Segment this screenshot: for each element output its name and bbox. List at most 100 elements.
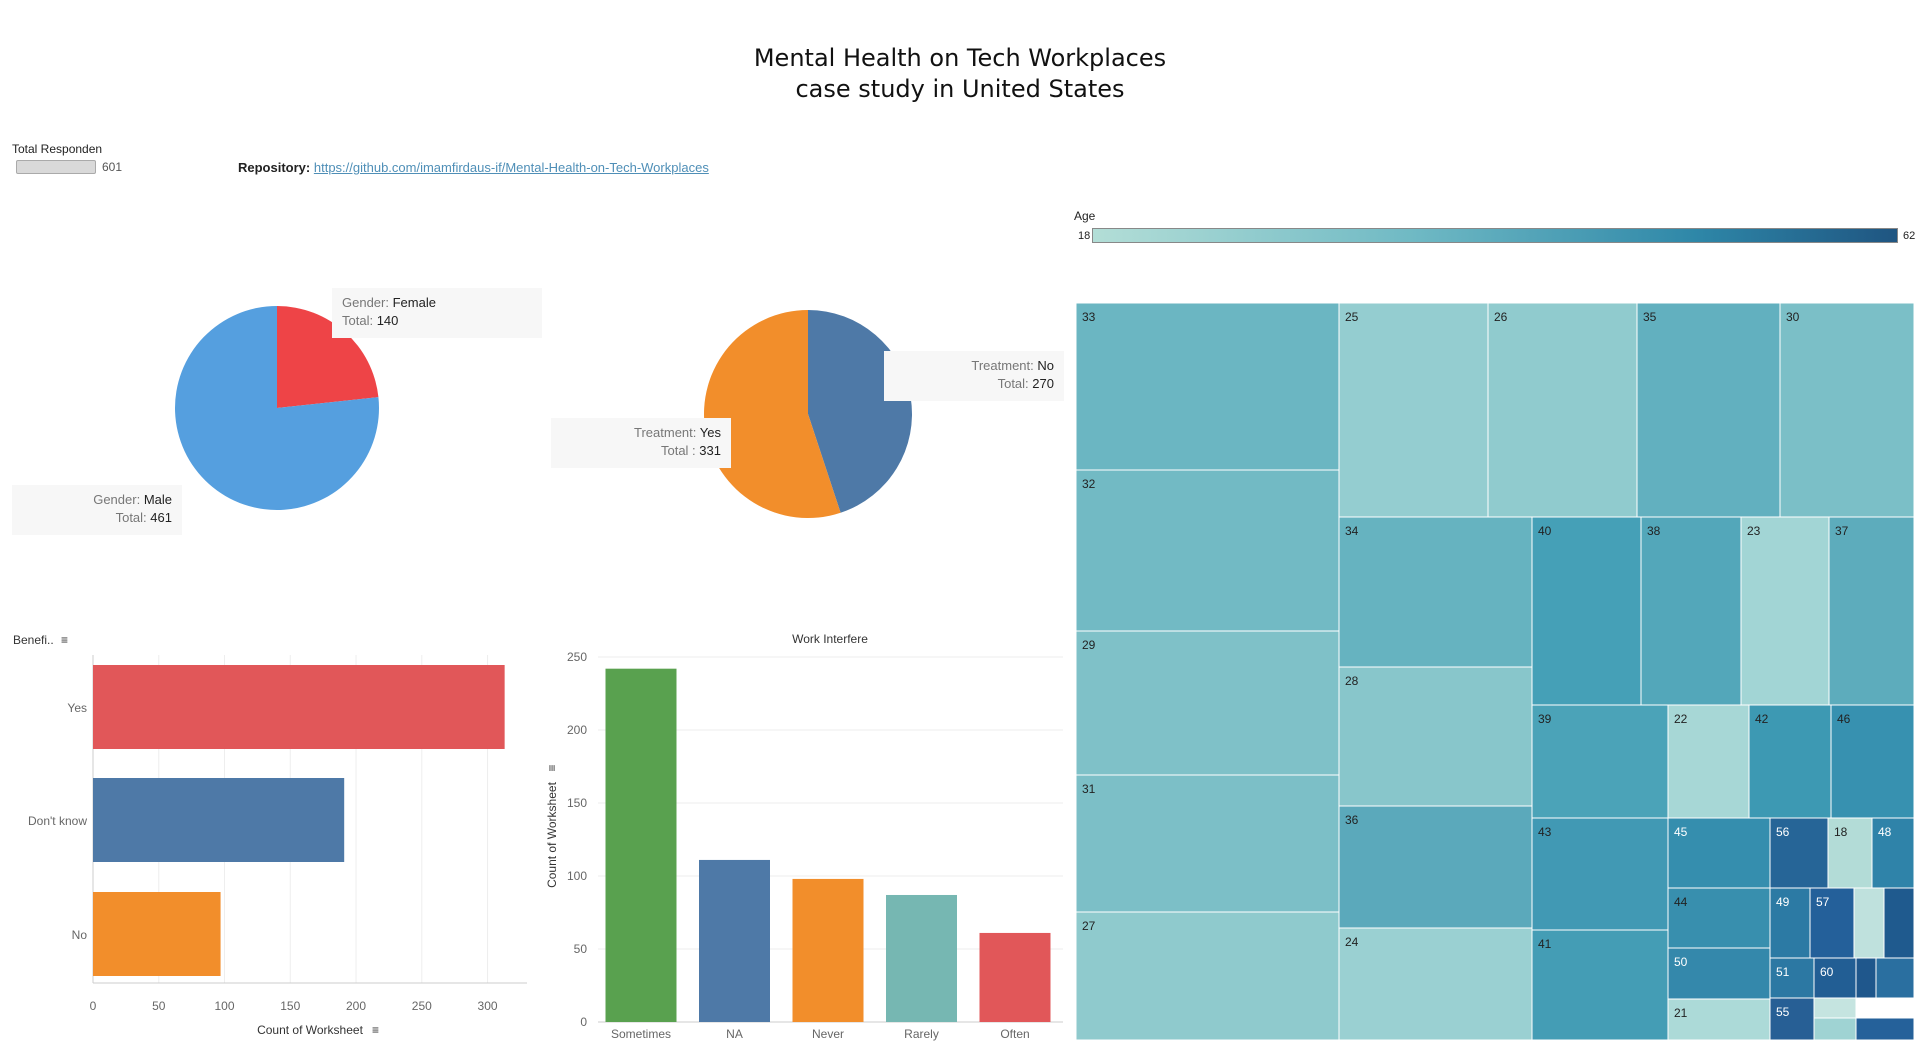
treemap-cell-label: 34	[1345, 524, 1359, 538]
x-tick-label: 100	[214, 999, 234, 1013]
age-legend-max: 62	[1903, 230, 1916, 242]
bar-no	[93, 892, 221, 976]
bar-na	[699, 859, 770, 1022]
sort-icon: ≡	[61, 633, 68, 647]
treemap-cell	[1338, 666, 1533, 807]
x-category-label: Sometimes	[611, 1027, 671, 1041]
treemap-cell-label: 35	[1643, 310, 1657, 324]
treemap-cell-label: 30	[1786, 310, 1800, 324]
treemap-cell-label: 37	[1835, 524, 1849, 538]
treemap-cell-label: 41	[1538, 937, 1552, 951]
treemap-cell-label: 32	[1082, 477, 1096, 491]
treemap-cell	[1769, 817, 1829, 889]
bar-don-t-know	[93, 778, 345, 862]
treemap-cell-label: 44	[1674, 895, 1688, 909]
y-category-label: Yes	[67, 701, 87, 715]
treemap-cell-label: 33	[1082, 310, 1096, 324]
x-tick-label: 0	[90, 999, 97, 1013]
treemap-cell	[1531, 704, 1669, 819]
treemap-cell	[1769, 997, 1815, 1041]
sort-icon: ≡	[545, 764, 559, 771]
treemap-cell	[1667, 998, 1771, 1041]
treemap-cell	[1871, 817, 1915, 889]
y-tick-label: 250	[567, 650, 587, 664]
x-tick-label: 150	[280, 999, 300, 1013]
treemap-cell	[1667, 704, 1750, 819]
sort-icon: ≡	[372, 1023, 379, 1037]
treatment-pie[interactable]	[703, 310, 912, 518]
y-tick-label: 0	[580, 1015, 587, 1029]
treemap-cell	[1813, 957, 1857, 999]
age-legend-min: 18	[1078, 230, 1091, 242]
treemap-cell	[1531, 516, 1642, 706]
treemap-cell	[1636, 302, 1781, 518]
treemap-cell	[1769, 887, 1811, 959]
treemap-cell-label: 43	[1538, 825, 1552, 839]
x-axis-title: Count of Worksheet	[257, 1023, 363, 1037]
treemap-cell-label: 25	[1345, 310, 1359, 324]
treemap-cell	[1827, 817, 1873, 889]
treemap-cell	[1667, 817, 1771, 889]
total-value: 601	[102, 160, 123, 174]
y-category-label: No	[72, 928, 88, 942]
treemap-cell-label: 40	[1538, 524, 1552, 538]
total-label: Total Responden	[12, 142, 103, 156]
treemap-cell	[1813, 1017, 1857, 1041]
gender-pie[interactable]	[174, 306, 379, 510]
repository: Repository: https://github.com/imamfirda…	[238, 160, 709, 175]
x-tick-label: 250	[412, 999, 432, 1013]
treemap-cell	[1740, 516, 1830, 706]
treemap-cell	[1748, 704, 1832, 819]
treemap-cell	[1828, 516, 1915, 706]
treemap-cell	[1779, 302, 1915, 518]
treemap-cell-label: 48	[1878, 825, 1892, 839]
x-category-label: NA	[726, 1027, 743, 1041]
work-interfere-bar-chart: 0 50 100 150 200 250 Sometimes NA Never Rarely Oft…	[545, 632, 1063, 1041]
treemap-cell-label: 29	[1082, 638, 1096, 652]
tooltip-gender-male: Gender: Male Total: 461	[12, 485, 182, 535]
treemap-cell-label: 46	[1837, 712, 1851, 726]
treemap-cell-label: 39	[1538, 712, 1552, 726]
treemap-cell-label: 57	[1816, 895, 1830, 909]
treemap-cell-label: 21	[1674, 1006, 1688, 1020]
bar-yes	[93, 665, 505, 749]
dashboard-title: Mental Health on Tech Workplaces	[753, 44, 1167, 72]
bar-rarely	[886, 894, 957, 1022]
treemap-cell	[1531, 817, 1669, 931]
treemap-cell-label: 36	[1345, 813, 1359, 827]
y-axis-title: Count of Worksheet	[545, 781, 559, 887]
x-tick-label: 50	[152, 999, 166, 1013]
treemap-cell	[1531, 929, 1669, 1041]
treemap-cell	[1640, 516, 1742, 706]
treemap-cell-label: 18	[1834, 825, 1848, 839]
treemap-cell	[1075, 911, 1340, 1041]
x-category-label: Often	[1000, 1027, 1029, 1041]
treemap-cell	[1883, 887, 1915, 959]
pie-slice-female	[277, 306, 379, 408]
treemap-cell	[1338, 927, 1533, 1041]
chart-title: Work Interfere	[792, 632, 868, 646]
age-gradient-bar	[1092, 228, 1898, 243]
bar-never	[792, 878, 864, 1022]
treemap-cell-label: 49	[1776, 895, 1790, 909]
y-category-label: Don't know	[28, 814, 87, 828]
x-tick-label: 200	[346, 999, 366, 1013]
x-category-label: Never	[812, 1027, 844, 1041]
treemap-cell	[1667, 947, 1771, 1000]
treemap-cell-label: 56	[1776, 825, 1790, 839]
treemap-cell	[1769, 957, 1815, 999]
y-tick-label: 50	[574, 942, 588, 956]
treemap-cell-label: 55	[1776, 1005, 1790, 1019]
treemap-cell-label: 42	[1755, 712, 1769, 726]
treemap-cell-label: 28	[1345, 674, 1359, 688]
dashboard-subtitle: case study in United States	[795, 75, 1125, 103]
treemap-cell	[1830, 704, 1915, 819]
treemap-cell	[1809, 887, 1855, 959]
treemap-cell	[1487, 302, 1638, 518]
treemap-cell	[1075, 774, 1340, 913]
treemap-cell	[1075, 630, 1340, 776]
treemap-cell-label: 22	[1674, 712, 1688, 726]
x-tick-label: 300	[478, 999, 498, 1013]
repository-label: Repository:	[238, 160, 311, 175]
repository-link[interactable]: https://github.com/imamfirdaus-if/Mental…	[313, 160, 709, 175]
